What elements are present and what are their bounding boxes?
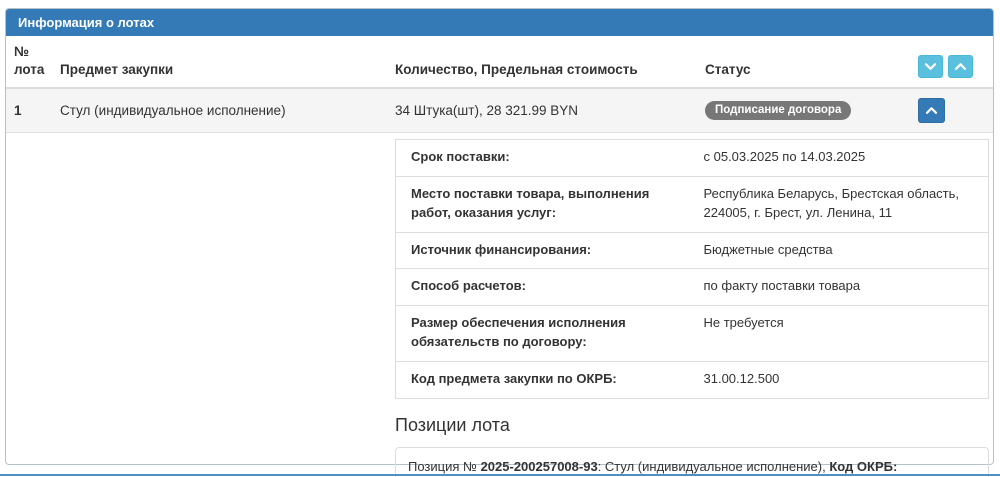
position-okrb-label: Код ОКРБ:: [829, 458, 898, 474]
detail-label: Источник финансирования:: [395, 231, 696, 269]
lot-toggle-button[interactable]: [918, 98, 945, 124]
detail-row: Код предмета закупки по ОКРБ: 31.00.12.5…: [395, 361, 989, 399]
detail-row: Способ расчетов: по факту поставки товар…: [395, 268, 989, 306]
chevron-up-icon: [954, 62, 967, 71]
detail-row: Срок поставки: с 05.03.2025 по 14.03.202…: [395, 139, 989, 177]
detail-value: 31.00.12.500: [695, 361, 989, 399]
lots-table-header-row: № лота Предмет закупки Количество, Преде…: [6, 36, 993, 90]
lot-number-cell: 1: [6, 88, 52, 134]
position-subject: : Стул (индивидуальное исполнение),: [597, 458, 830, 474]
collapse-all-button[interactable]: [948, 55, 973, 79]
lots-table: № лота Предмет закупки Количество, Преде…: [6, 36, 993, 134]
detail-row: Источник финансирования: Бюджетные средс…: [395, 231, 989, 269]
panel-title: Информация о лотах: [6, 9, 993, 36]
chevron-up-icon: [925, 106, 938, 115]
detail-label: Срок поставки:: [395, 139, 696, 177]
header-actions: [905, 36, 993, 90]
lots-info-panel: Информация о лотах № лота Предмет закупк…: [5, 8, 994, 477]
positions-heading: Позиции лота: [395, 414, 510, 435]
detail-value: Республика Беларусь, Брестская область, …: [695, 175, 989, 233]
detail-value: по факту поставки товара: [695, 268, 989, 306]
detail-label: Способ расчетов:: [395, 268, 696, 306]
detail-label: Место поставки товара, выполнения работ,…: [395, 175, 696, 233]
position-prefix: Позиция №: [408, 458, 481, 474]
column-header-lot-number: № лота: [6, 36, 52, 90]
detail-row: Размер обеспечения исполнения обязательс…: [395, 305, 989, 362]
lot-details-section: Срок поставки: с 05.03.2025 по 14.03.202…: [395, 139, 989, 477]
lot-status-cell: Подписание договора: [697, 88, 905, 134]
column-header-quantity: Количество, Предельная стоимость: [387, 36, 697, 90]
position-number: 2025-200257008-93: [480, 458, 598, 474]
lot-row: 1 Стул (индивидуальное исполнение) 34 Шт…: [6, 88, 993, 134]
expand-all-button[interactable]: [918, 55, 943, 79]
detail-value: Не требуется: [695, 305, 989, 362]
detail-label: Размер обеспечения исполнения обязательс…: [395, 305, 696, 362]
detail-value: Бюджетные средства: [695, 231, 989, 269]
detail-value: с 05.03.2025 по 14.03.2025: [695, 139, 989, 177]
column-header-subject: Предмет закупки: [52, 36, 387, 90]
lot-details-table: Срок поставки: с 05.03.2025 по 14.03.202…: [395, 139, 989, 399]
position-item: Позиция № 2025-200257008-93: Стул (индив…: [395, 446, 989, 477]
chevron-down-icon: [924, 62, 937, 71]
lot-subject-cell: Стул (индивидуальное исполнение): [52, 88, 387, 134]
lot-quantity-cell: 34 Штука(шт), 28 321.99 BYN: [387, 88, 697, 134]
detail-label: Код предмета закупки по ОКРБ:: [395, 361, 696, 399]
detail-row: Место поставки товара, выполнения работ,…: [395, 175, 989, 233]
status-badge: Подписание договора: [705, 101, 852, 121]
next-panel-top-border: [0, 474, 1000, 476]
column-header-status: Статус: [697, 36, 905, 90]
